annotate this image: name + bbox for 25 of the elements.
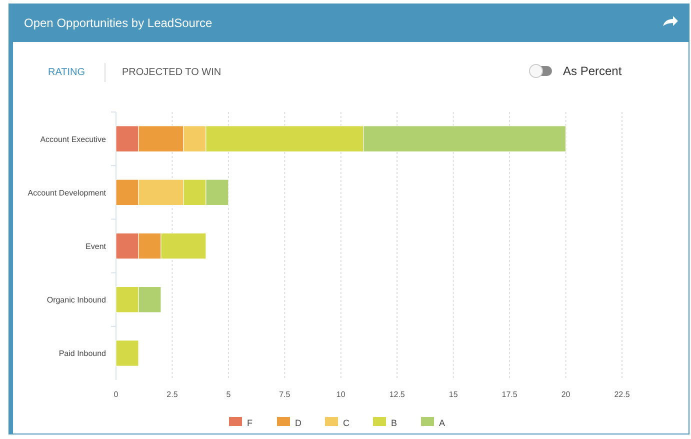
x-tick-label: 12.5 (389, 390, 406, 399)
x-tick-label: 17.5 (502, 390, 518, 399)
x-tick-label: 7.5 (279, 390, 291, 399)
legend-label: C (343, 418, 350, 428)
legend-label: D (295, 418, 302, 428)
text: RATING (48, 67, 86, 78)
y-tick-label: Event (86, 242, 107, 251)
text: PROJECTED TO WIN (122, 67, 222, 78)
y-tick-label: Organic Inbound (46, 296, 106, 305)
bar (116, 340, 139, 366)
y-tick-label: Account Executive (40, 134, 107, 144)
legend-label: F (247, 418, 253, 428)
x-tick-label: 2.5 (166, 390, 178, 399)
x-tick-label: 22.5 (614, 390, 630, 399)
legend-label: A (439, 418, 446, 428)
x-tick-label: 5 (226, 390, 232, 399)
text: As Percent (563, 64, 622, 78)
x-tick-label: 10 (336, 390, 346, 399)
x-tick-label: 20 (561, 390, 571, 399)
x-tick-label: 15 (448, 390, 458, 399)
x-tick-label: 0 (114, 390, 119, 399)
y-tick-label: Account Development (28, 188, 107, 198)
chart-title: Open Opportunities by LeadSource (24, 16, 212, 30)
legend-label: B (391, 418, 398, 428)
y-tick-label: Paid Inbound (58, 349, 106, 358)
